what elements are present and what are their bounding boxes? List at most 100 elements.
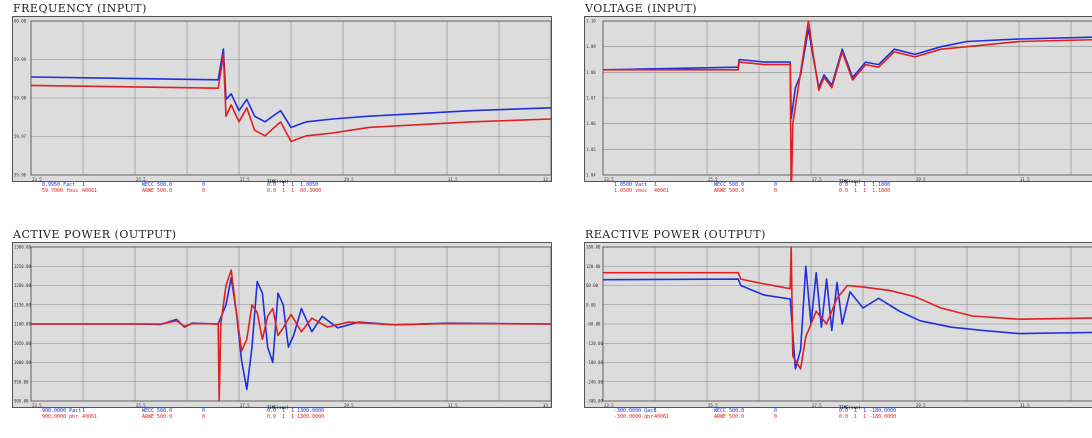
x-tick-label: 27.5: [812, 403, 822, 408]
legend-cell: 1: [82, 408, 86, 414]
x-tick-label: 23.5: [604, 177, 614, 182]
y-tick-label: 1000.00: [14, 360, 31, 365]
legend-cell: 40061: [654, 188, 670, 194]
legend-cell: 0.0 1 1 60.3000: [267, 188, 322, 194]
y-tick-label: 1.10: [586, 19, 596, 24]
legend-cell: WECC 500.0: [714, 408, 745, 414]
plot-frame: [30, 20, 551, 176]
series-line-2: [30, 53, 551, 143]
x-tick-label: 29.5: [916, 177, 926, 182]
y-tick-label: -240.00: [586, 379, 603, 384]
legend-cell: 0.9950 Fact: [42, 182, 76, 188]
chart-title: FREQUENCY (INPUT): [13, 2, 147, 15]
legend-row: 900.0000 Pact 1 WECC 500.0 0 0.0 1 1 1300.00…: [42, 408, 462, 414]
legend-cell: 0.0 1 1 1300.0000: [267, 408, 325, 414]
x-tick-label: 25.5: [136, 403, 146, 408]
x-tick-label: 27.5: [240, 403, 250, 408]
legend: 1.0500 Vact 1 WECC 500.0 0 0.0 1 1 1.1000 1.0…: [614, 182, 1034, 194]
legend-cell: 40061: [82, 188, 98, 194]
x-tick-label: 25.5: [708, 177, 718, 182]
legend-cell: 1: [654, 408, 658, 414]
x-tick-label: 23.5: [32, 403, 42, 408]
y-tick-label: 1.06: [586, 121, 596, 126]
y-tick-label: 59.99: [14, 57, 27, 62]
legend-cell: WECC 500.0: [714, 182, 745, 188]
legend-cell: ARWE 500.0: [714, 414, 745, 420]
frequency-panel: FREQUENCY (INPUT) 60.00 59.99 59.98 59.97 59…: [12, 2, 552, 212]
chart-svg: 60.00 59.99 59.98 59.97 59.96 23.5 25.5 27.5 29.…: [14, 19, 551, 182]
x-tick-label: 33.5: [543, 403, 552, 408]
y-tick-label: 60.00: [14, 19, 27, 24]
legend-cell: WECC 500.0: [142, 408, 173, 414]
y-tick-label: -180.00: [586, 360, 603, 365]
x-tick-label: 23.5: [32, 177, 42, 182]
y-tick-label: 1.08: [586, 70, 596, 75]
x-tick-label: 29.5: [916, 403, 926, 408]
legend-cell: 0.0 1 1 1300.0000: [267, 414, 325, 420]
legend-cell: ARWE 500.0: [714, 188, 745, 194]
legend-cell: 1: [654, 182, 658, 188]
plot-area: 1.10 1.09 1.08 1.07 1.06 1.05 1.04 23.5 25.5 27.5…: [584, 16, 1092, 182]
y-tick-label: 59.98: [14, 96, 27, 101]
legend-row: 59.7000 fbus 40061 ARWE 500.0 0 0.0 1 1 60.3…: [42, 188, 462, 194]
x-axis-label: TIME(sec): [267, 179, 289, 184]
y-tick-label: 1050.00: [14, 341, 31, 346]
x-tick-label: 27.5: [240, 177, 250, 182]
y-tick-label: 1100.00: [14, 322, 31, 327]
x-tick-label: 31.5: [1020, 177, 1030, 182]
reactive-power-panel: REACTIVE POWER (OUTPUT) 180.00 120.00 60.0…: [584, 228, 1092, 438]
voltage-panel: VOLTAGE (INPUT) 1.10 1.09 1.08 1.07 1.06 1.05…: [584, 2, 1092, 212]
y-tick-label: 180.00: [586, 245, 601, 250]
legend-cell: 0: [202, 182, 206, 188]
y-tick-label: -300.00: [586, 399, 603, 404]
y-tick-label: 59.97: [14, 134, 27, 139]
legend-cell: 40061: [82, 414, 98, 420]
plot-frame: [602, 20, 1092, 176]
x-axis-label: TIME(sec): [267, 405, 289, 410]
legend-cell: WECC 500.0: [142, 182, 173, 188]
x-tick-label: 31.5: [1020, 403, 1030, 408]
series-line-2: [603, 246, 1092, 370]
legend-cell: 0.0 1 1 1.1000: [839, 188, 891, 194]
legend-row: -300.0000 qbr 40061 ARWE 500.0 0 0.0 1 1 -18…: [614, 414, 1034, 420]
plot-area: 1300.00 1250.00 1200.00 1150.00 1100.00 1050.…: [12, 242, 552, 408]
y-tick-label: 1.07: [586, 96, 596, 101]
legend-cell: -300.0000 qbr: [614, 414, 654, 420]
x-tick-label: 27.5: [812, 177, 822, 182]
legend-cell: 1: [82, 182, 86, 188]
legend-cell: 900.0000 Pact: [42, 408, 82, 414]
legend-cell: 0.0 1 1 1.1000: [839, 182, 891, 188]
legend-cell: 0: [202, 414, 206, 420]
legend-cell: 0: [202, 408, 206, 414]
series-line-2: [31, 269, 551, 402]
legend-row: 900.0000 pbr 40061 ARWE 500.0 0 0.0 1 1 1300…: [42, 414, 462, 420]
legend: -300.0000 Qact 1 WECC 500.0 0 0.0 1 1 -180.0…: [614, 408, 1034, 420]
legend-cell: 0: [774, 182, 778, 188]
active-power-panel: ACTIVE POWER (OUTPUT) 1300.00 1250.00 1200…: [12, 228, 552, 438]
legend-cell: 0: [774, 414, 778, 420]
y-tick-label: 950.00: [14, 379, 29, 384]
legend-cell: 40061: [654, 414, 670, 420]
legend-cell: 0: [774, 188, 778, 194]
x-tick-label: 29.5: [344, 177, 354, 182]
y-tick-label: -60.00: [586, 322, 601, 327]
legend-cell: 0.0 1 1 -180.0000: [839, 414, 897, 420]
y-tick-label: 1150.00: [14, 302, 31, 307]
legend-cell: 0: [774, 408, 778, 414]
chart-svg: 1300.00 1250.00 1200.00 1150.00 1100.00 1050.…: [14, 245, 552, 408]
chart-title: ACTIVE POWER (OUTPUT): [13, 228, 177, 241]
y-tick-label: 1.05: [586, 147, 596, 152]
legend-cell: ARWE 500.0: [142, 414, 173, 420]
y-tick-label: 1300.00: [14, 245, 31, 250]
x-tick-label: 25.5: [708, 403, 718, 408]
chart-title: REACTIVE POWER (OUTPUT): [585, 228, 766, 241]
chart-title: VOLTAGE (INPUT): [585, 2, 698, 15]
legend-cell: 59.7000 fbus: [42, 188, 79, 194]
x-tick-label: 31.5: [448, 403, 458, 408]
y-tick-label: 1200.00: [14, 283, 31, 288]
y-tick-label: -120.00: [586, 341, 603, 346]
x-tick-label: 29.5: [344, 403, 354, 408]
legend-cell: 900.0000 pbr: [42, 414, 79, 420]
legend-row: 1.0500 vbus 40061 ARWE 500.0 0 0.0 1 1 1.100…: [614, 188, 1034, 194]
plot-area: 60.00 59.99 59.98 59.97 59.96 23.5 25.5 27.5 29.…: [12, 16, 552, 182]
